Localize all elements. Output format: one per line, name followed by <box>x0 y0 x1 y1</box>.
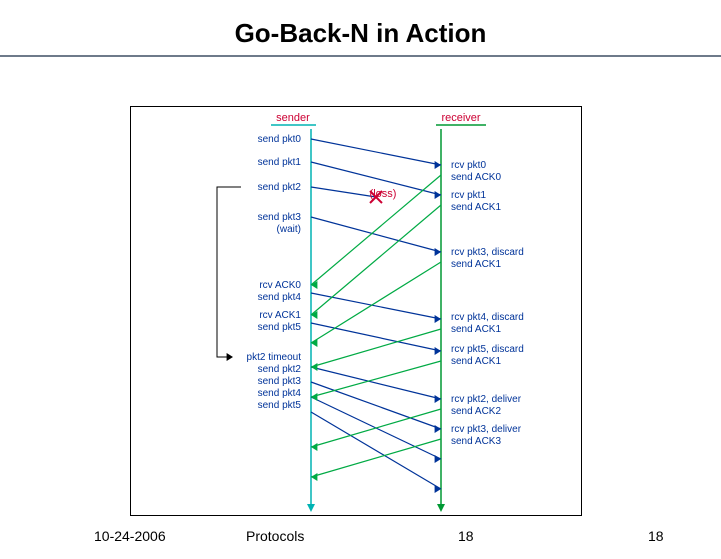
svg-text:sender: sender <box>276 112 310 124</box>
svg-text:send pkt5: send pkt5 <box>258 400 302 411</box>
title-rule <box>0 55 721 57</box>
svg-text:send ACK3: send ACK3 <box>451 436 501 447</box>
diagram-frame: sender receiver (loss) send pkt0 send pkt1 se… <box>130 106 582 516</box>
svg-text:(wait): (wait) <box>277 224 301 235</box>
gbn-diagram: sender receiver (loss) send pkt0 send pkt1 se… <box>131 107 581 515</box>
svg-text:rcv pkt3, discard: rcv pkt3, discard <box>451 247 524 258</box>
svg-text:send pkt4: send pkt4 <box>258 292 302 303</box>
svg-text:rcv pkt4, discard: rcv pkt4, discard <box>451 312 524 323</box>
svg-text:send pkt5: send pkt5 <box>258 322 302 333</box>
svg-text:pkt2 timeout: pkt2 timeout <box>247 352 302 363</box>
svg-text:send pkt1: send pkt1 <box>258 157 302 168</box>
svg-text:rcv pkt2, deliver: rcv pkt2, deliver <box>451 394 522 405</box>
svg-text:rcv ACK0: rcv ACK0 <box>259 280 301 291</box>
svg-text:send pkt3: send pkt3 <box>258 212 302 223</box>
svg-text:send pkt4: send pkt4 <box>258 388 302 399</box>
svg-text:(loss): (loss) <box>370 188 397 200</box>
footer-page-1: 18 <box>458 528 474 544</box>
svg-text:send ACK1: send ACK1 <box>451 259 501 270</box>
slide-title: Go-Back-N in Action <box>0 18 721 49</box>
svg-text:rcv pkt1: rcv pkt1 <box>451 190 486 201</box>
footer-protocols: Protocols <box>246 528 304 544</box>
svg-text:receiver: receiver <box>441 112 480 124</box>
svg-text:send ACK1: send ACK1 <box>451 202 501 213</box>
svg-text:send ACK2: send ACK2 <box>451 406 501 417</box>
svg-text:send ACK1: send ACK1 <box>451 356 501 367</box>
svg-text:rcv pkt5, discard: rcv pkt5, discard <box>451 344 524 355</box>
svg-text:send pkt3: send pkt3 <box>258 376 302 387</box>
svg-text:send ACK1: send ACK1 <box>451 324 501 335</box>
svg-text:send pkt2: send pkt2 <box>258 182 302 193</box>
svg-text:rcv pkt3, deliver: rcv pkt3, deliver <box>451 424 522 435</box>
svg-text:rcv ACK1: rcv ACK1 <box>259 310 301 321</box>
svg-text:send pkt2: send pkt2 <box>258 364 302 375</box>
svg-text:send ACK0: send ACK0 <box>451 172 501 183</box>
footer-page-2: 18 <box>648 528 664 544</box>
svg-text:send pkt0: send pkt0 <box>258 134 302 145</box>
footer-date: 10-24-2006 <box>94 528 166 544</box>
svg-text:rcv pkt0: rcv pkt0 <box>451 160 486 171</box>
